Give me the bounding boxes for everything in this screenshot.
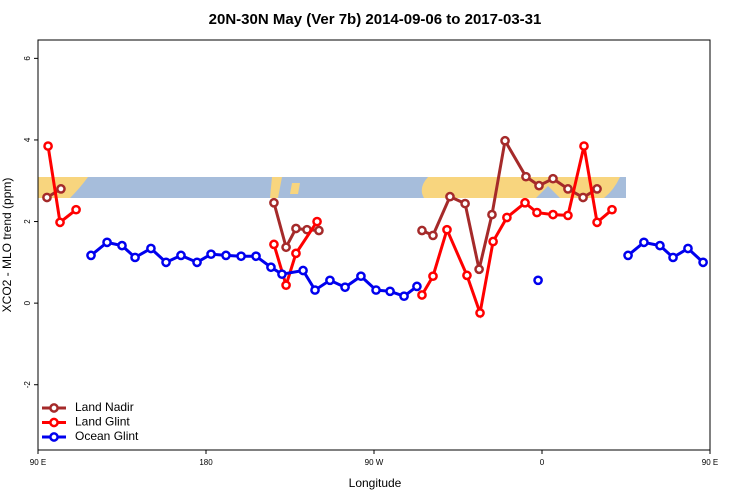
point: [548, 209, 558, 220]
point: [488, 236, 498, 247]
point: [445, 191, 455, 202]
point: [399, 291, 409, 302]
point: [314, 225, 324, 236]
point: [428, 230, 438, 241]
point: [592, 184, 602, 194]
point: [683, 243, 693, 254]
series-line: [272, 220, 319, 291]
point: [655, 240, 665, 251]
point: [428, 271, 438, 282]
legend-label: Land Glint: [75, 415, 130, 429]
point: [281, 242, 291, 253]
point: [520, 197, 530, 208]
x-tick-label: 90 E: [30, 458, 46, 467]
legend-label: Land Nadir: [75, 400, 134, 414]
point: [192, 257, 202, 268]
point: [579, 141, 589, 151]
point: [206, 249, 216, 260]
x-tick-label: 0: [540, 458, 545, 467]
x-axis-label: Longitude: [349, 476, 402, 490]
y-tick-label: 4: [23, 137, 32, 142]
y-tick-label: 2: [23, 219, 32, 224]
legend-marker: [49, 432, 59, 442]
point: [462, 270, 472, 281]
y-tick-label: 6: [23, 56, 32, 61]
point: [266, 262, 276, 273]
point: [639, 237, 649, 248]
chart-title: 20N-30N May (Ver 7b) 2014-09-06 to 2017-…: [209, 11, 542, 28]
point: [56, 184, 66, 194]
y-tick-label: 0: [23, 300, 32, 305]
point: [607, 204, 617, 215]
point: [521, 171, 531, 182]
x-tick-label: 180: [199, 458, 213, 467]
point: [221, 250, 231, 261]
series-line: [627, 240, 705, 264]
point: [43, 141, 53, 151]
point: [442, 224, 452, 235]
point: [698, 257, 708, 268]
series-line: [420, 145, 613, 319]
point: [474, 264, 484, 275]
point: [563, 184, 573, 194]
y-tick-label: -2: [23, 381, 32, 389]
point: [130, 252, 140, 263]
point: [385, 286, 395, 297]
point: [291, 223, 301, 234]
point: [161, 257, 171, 268]
point: [668, 252, 678, 263]
x-tick-label: 90 E: [702, 458, 718, 467]
point: [176, 250, 186, 261]
point: [312, 216, 322, 227]
point: [533, 275, 543, 286]
point: [371, 285, 381, 295]
point: [102, 237, 112, 248]
legend-marker: [49, 403, 59, 413]
point: [269, 197, 279, 208]
point: [356, 271, 366, 282]
point: [417, 290, 427, 300]
point: [340, 282, 350, 293]
point: [412, 281, 422, 292]
point: [592, 217, 602, 228]
point: [281, 280, 291, 291]
point: [500, 135, 510, 146]
point: [534, 180, 544, 191]
point: [55, 217, 65, 228]
point: [117, 240, 127, 251]
point: [298, 265, 308, 276]
point: [291, 248, 301, 259]
point: [236, 251, 246, 262]
x-tick-label: 90 W: [365, 458, 384, 467]
point: [623, 250, 633, 261]
point: [269, 239, 279, 250]
point: [86, 250, 96, 261]
series-line: [90, 240, 418, 298]
legend-marker: [49, 417, 59, 428]
point: [310, 285, 320, 295]
plot-frame: [37, 39, 711, 451]
point: [325, 275, 335, 286]
legend-label: Ocean Glint: [75, 429, 139, 443]
point: [460, 198, 470, 209]
point: [417, 225, 427, 236]
point: [42, 192, 52, 203]
point: [146, 243, 156, 254]
point: [563, 210, 573, 221]
point: [532, 207, 542, 218]
point: [578, 192, 588, 203]
point: [548, 173, 558, 184]
point: [475, 308, 485, 318]
point: [71, 204, 81, 215]
point: [502, 212, 512, 223]
point: [487, 209, 497, 220]
point: [277, 269, 287, 280]
y-axis-label: XCO2 - MLO trend (ppm): [0, 178, 14, 313]
point: [251, 251, 261, 262]
land-band: [270, 177, 300, 198]
